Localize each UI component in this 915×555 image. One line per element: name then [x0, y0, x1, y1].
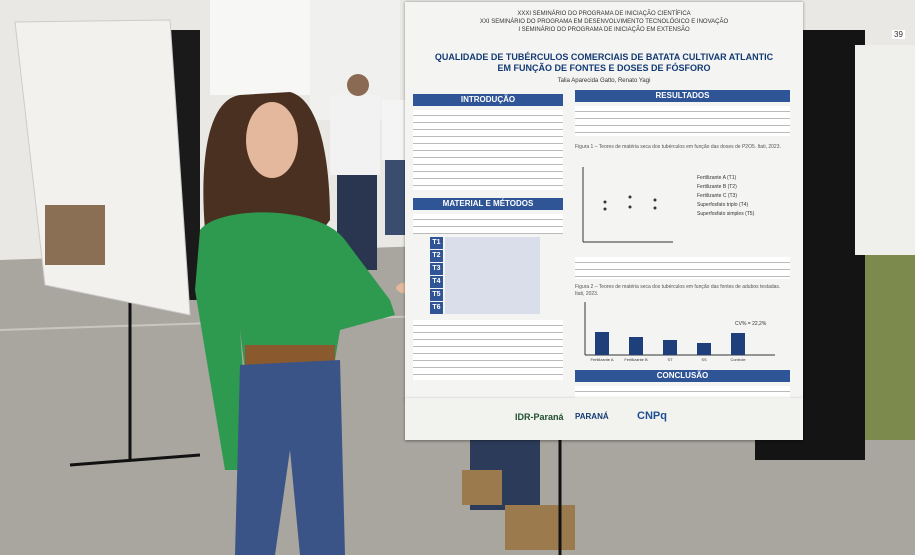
- treatment: T1: [430, 237, 443, 249]
- section-heading: MATERIAL E MÉTODOS: [413, 198, 563, 210]
- right-poster: [855, 45, 915, 255]
- person-skirt: [860, 240, 915, 440]
- category-label: Controle: [730, 357, 746, 362]
- results-text: [575, 257, 790, 279]
- left-poster-photo: [45, 205, 105, 265]
- category-label: SS: [701, 357, 707, 362]
- person-shirt: [330, 95, 380, 175]
- person-boot: [505, 505, 575, 550]
- header-line: XXI SEMINÁRIO DO PROGRAMA EM DESENVOLVIM…: [479, 19, 729, 25]
- treatment: T4: [430, 276, 443, 288]
- title-line: EM FUNÇÃO DE FONTES E DOSES DE FÓSFORO: [497, 63, 711, 73]
- person-boot: [462, 470, 502, 505]
- person-head: [347, 74, 369, 96]
- figure-caption: Figura 1 – Teores de matéria seca dos tu…: [575, 144, 781, 150]
- section-heading: RESULTADOS: [575, 90, 790, 102]
- legend-entry: Fertilizante C (T3): [697, 193, 738, 199]
- treatment: T6: [430, 302, 443, 314]
- authors: Talia Aparecida Gatto, Renato Yagi: [557, 78, 651, 84]
- logo: PARANÁ: [575, 412, 609, 421]
- logo: CNPq: [637, 410, 667, 422]
- poster-title: QUALIDADE DE TUBÉRCULOS COMERCIAIS DE BA…: [405, 52, 803, 85]
- face: [246, 102, 298, 178]
- legend-entry: Fertilizante A (T1): [697, 175, 737, 181]
- methods-text: [413, 320, 563, 380]
- methods-text: [413, 214, 563, 234]
- main-poster: XXXI SEMINÁRIO DO PROGRAMA DE INICIAÇÃO …: [405, 2, 803, 400]
- person-shirt: [382, 100, 407, 160]
- figure2-categories: Fertilizante A Fertilizante B ST SS Cont…: [585, 357, 785, 362]
- category-label: ST: [667, 357, 673, 362]
- treatment: T5: [430, 289, 443, 301]
- figure1-plot: [582, 167, 673, 243]
- legend-entry: Superfosfato triplo (T4): [697, 202, 749, 208]
- person-pants: [385, 160, 405, 235]
- results-text: [575, 106, 790, 136]
- legend-entry: Fertilizante B (T2): [697, 184, 737, 190]
- header-line: I SEMINÁRIO DO PROGRAMA DE INICIAÇÃO EM …: [518, 27, 690, 33]
- treatment: T3: [430, 263, 443, 275]
- cv-label: CV% = 22,2%: [735, 321, 767, 327]
- treatment: T2: [430, 250, 443, 262]
- category-label: Fertilizante A: [590, 357, 614, 362]
- title-line: QUALIDADE DE TUBÉRCULOS COMERCIAIS DE BA…: [434, 52, 774, 62]
- treatment-table: T1 T2 T3 T4 T5 T6: [430, 237, 540, 315]
- figure-caption: Figura 2 – Teores de matéria seca dos tu…: [575, 284, 781, 297]
- figure1-legend: Fertilizante A (T1) Fertilizante B (T2) …: [697, 174, 797, 219]
- figure2-plot: [584, 302, 775, 356]
- intro-text: [413, 110, 563, 190]
- section-heading: CONCLUSÃO: [575, 370, 790, 382]
- poster-header: XXXI SEMINÁRIO DO PROGRAMA DE INICIAÇÃO …: [405, 10, 803, 34]
- header-line: XXXI SEMINÁRIO DO PROGRAMA DE INICIAÇÃO …: [517, 11, 691, 17]
- section-heading: INTRODUÇÃO: [413, 94, 563, 106]
- belt: [245, 345, 335, 365]
- conclusion-text: [575, 386, 790, 398]
- category-label: Fertilizante B: [624, 357, 648, 362]
- logo: IDR-Paraná: [515, 412, 564, 422]
- poster-number: 39: [892, 30, 905, 39]
- jeans: [235, 360, 345, 555]
- poster-footer: IDR-Paraná PARANÁ CNPq: [405, 398, 803, 440]
- points: [603, 195, 657, 211]
- bars: [595, 332, 745, 355]
- treatment-rows: [445, 237, 540, 314]
- stand: [69, 453, 201, 467]
- legend-entry: Superfosfato simples (T5): [697, 211, 755, 217]
